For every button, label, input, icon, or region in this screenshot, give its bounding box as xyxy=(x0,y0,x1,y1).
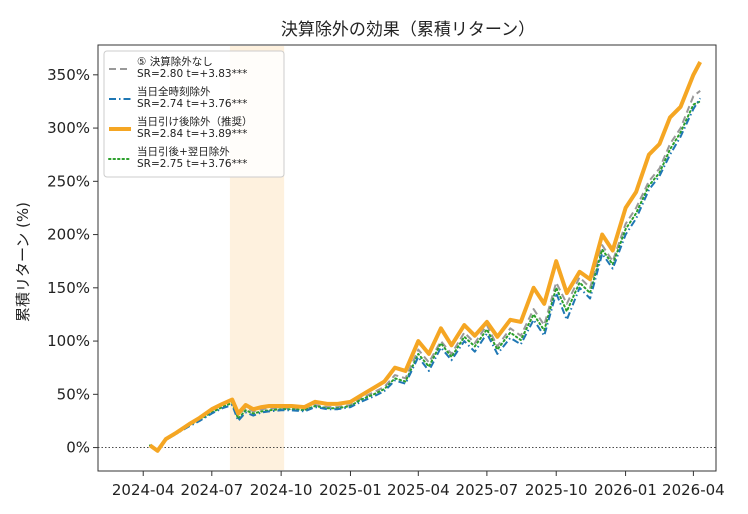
x-tick-label: 2025-07 xyxy=(456,481,519,499)
legend-entry-stats: SR=2.75 t=+3.76*** xyxy=(137,158,247,170)
x-tick-label: 2024-04 xyxy=(112,481,175,499)
legend-entry-name: 当日引け後除外（推奨） xyxy=(137,115,253,128)
y-axis-label: 累積リターン (%) xyxy=(14,202,32,322)
legend-entry-stats: SR=2.84 t=+3.89*** xyxy=(137,128,247,140)
y-axis: 0% 50% 100% 150% 200% 250% 300% 350% xyxy=(47,66,98,457)
y-tick-label: 50% xyxy=(57,385,90,403)
y-tick-label: 100% xyxy=(47,332,90,350)
legend-entry-name: 当日全時刻除外 xyxy=(137,85,211,98)
series-line-2 xyxy=(149,97,702,452)
x-axis: 2024-04 2024-07 2024-10 2025-01 2025-04 2025-… xyxy=(112,471,725,499)
chart-title: 決算除外の効果（累積リターン） xyxy=(281,20,535,40)
y-tick-label: 0% xyxy=(66,439,90,457)
x-tick-label: 2024-07 xyxy=(180,481,243,499)
y-tick-label: 250% xyxy=(47,172,90,190)
y-tick-label: 350% xyxy=(47,66,90,84)
x-tick-label: 2025-01 xyxy=(319,481,382,499)
y-tick-label: 200% xyxy=(47,226,90,244)
legend-entry-stats: SR=2.74 t=+3.76*** xyxy=(137,98,247,110)
x-tick-label: 2026-01 xyxy=(594,481,657,499)
x-tick-label: 2025-10 xyxy=(525,481,588,499)
series-layer xyxy=(148,61,702,453)
x-tick-label: 2024-10 xyxy=(250,481,313,499)
y-tick-label: 300% xyxy=(47,119,90,137)
y-tick-label: 150% xyxy=(47,279,90,297)
legend-entry-name: 当日引後+翌日除外 xyxy=(137,145,230,158)
x-tick-label: 2026-04 xyxy=(662,481,725,499)
x-tick-label: 2025-04 xyxy=(387,481,450,499)
legend-entry-name: ⑤ 決算除外なし xyxy=(137,55,213,68)
legend-entry-stats: SR=2.80 t=+3.83*** xyxy=(137,68,247,80)
plot-frame xyxy=(97,44,717,472)
legend-box xyxy=(103,50,285,178)
series-line-3 xyxy=(148,61,702,453)
